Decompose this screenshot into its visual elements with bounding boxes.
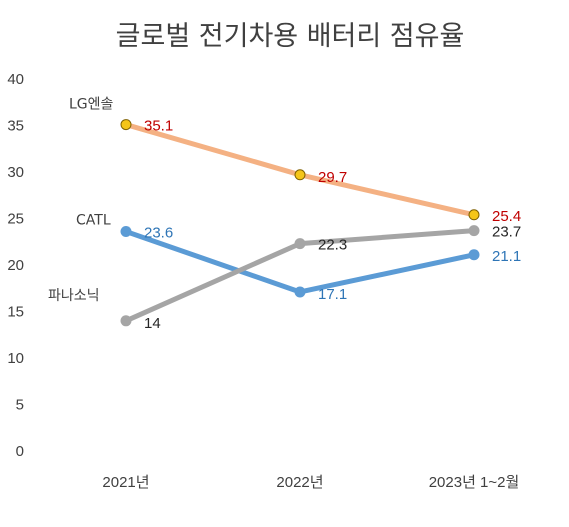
y-tick-label: 0 bbox=[16, 443, 24, 460]
data-label: 17.1 bbox=[318, 286, 347, 303]
data-labels: 35.1 29.7 25.4 23.6 17.1 21.1 14 22.3 23.7 bbox=[144, 118, 521, 332]
data-point bbox=[294, 286, 306, 298]
data-label: 21.1 bbox=[492, 248, 521, 265]
x-tick-label: 2022년 bbox=[276, 474, 323, 491]
data-label: 25.4 bbox=[492, 208, 521, 225]
data-point bbox=[468, 225, 480, 237]
y-tick-label: 20 bbox=[7, 257, 24, 274]
series-markers bbox=[120, 119, 480, 327]
chart-title: 글로벌 전기차용 배터리 점유율 bbox=[116, 21, 465, 52]
data-label: 35.1 bbox=[144, 118, 173, 135]
x-axis: 2021년 2022년 2023년 1~2월 bbox=[102, 474, 519, 491]
data-point bbox=[120, 119, 132, 131]
y-tick-label: 40 bbox=[7, 71, 24, 88]
data-label: 22.3 bbox=[318, 237, 347, 254]
data-point bbox=[120, 315, 132, 327]
y-axis: 0 5 10 15 20 25 30 35 40 bbox=[7, 71, 24, 460]
data-point bbox=[468, 209, 480, 221]
series-name-label: CATL bbox=[76, 213, 111, 229]
x-tick-label: 2021년 bbox=[102, 474, 149, 491]
y-tick-label: 25 bbox=[7, 211, 24, 228]
data-label: 23.6 bbox=[144, 225, 173, 242]
x-tick-label: 2023년 1~2월 bbox=[429, 474, 520, 491]
y-tick-label: 5 bbox=[16, 397, 24, 414]
data-label: 23.7 bbox=[492, 224, 521, 241]
y-tick-label: 15 bbox=[7, 304, 24, 321]
series-name-label: LG엔솔 bbox=[69, 97, 114, 113]
data-point bbox=[294, 238, 306, 250]
series-name-label: 파나소닉 bbox=[48, 288, 100, 304]
y-tick-label: 30 bbox=[7, 164, 24, 181]
y-tick-label: 10 bbox=[7, 350, 24, 367]
data-label: 29.7 bbox=[318, 169, 347, 186]
y-tick-label: 35 bbox=[7, 118, 24, 135]
data-point bbox=[468, 249, 480, 261]
data-point bbox=[120, 226, 132, 238]
series-labels: LG엔솔 CATL 파나소닉 bbox=[48, 97, 114, 304]
data-label: 14 bbox=[144, 315, 161, 332]
data-point bbox=[294, 169, 306, 181]
